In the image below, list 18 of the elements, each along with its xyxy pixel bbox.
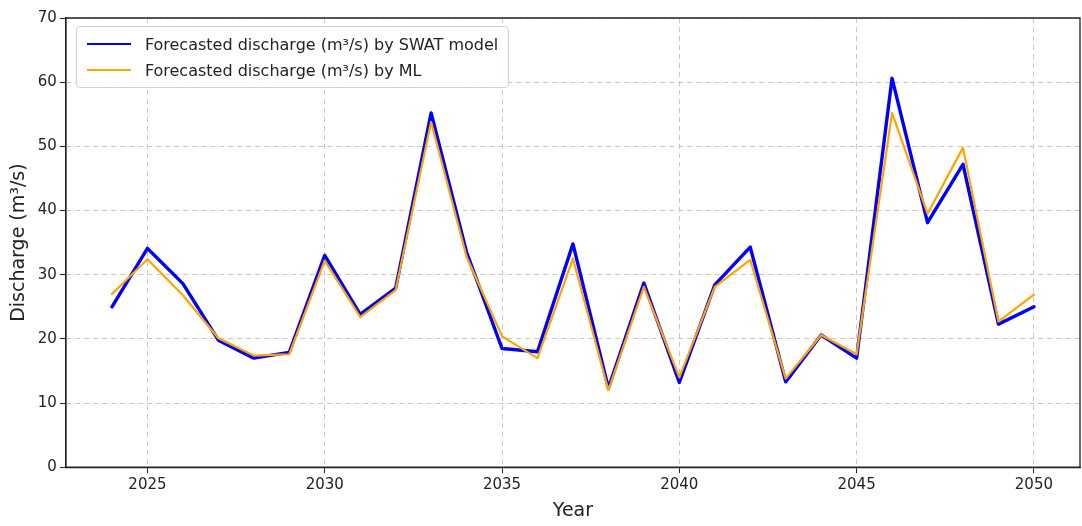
legend-label: Forecasted discharge (m³/s) by SWAT model <box>144 34 499 54</box>
x-tick-label: 2030 <box>305 475 344 494</box>
y-tick-label: 70 <box>37 7 57 26</box>
x-tick-label: 2045 <box>837 475 876 494</box>
legend-label: Forecasted discharge (m³/s) by ML <box>144 60 422 80</box>
x-axis-title: Year <box>551 497 594 520</box>
x-tick-label: 2035 <box>482 475 522 494</box>
y-tick-label: 20 <box>37 328 57 347</box>
x-tick-label: 2025 <box>128 475 167 494</box>
x-tick-label: 2040 <box>660 475 699 494</box>
y-tick-label: 40 <box>37 200 57 219</box>
y-tick-label: 0 <box>47 457 57 476</box>
y-tick-label: 50 <box>37 136 57 155</box>
y-tick-label: 60 <box>37 72 57 91</box>
y-axis-title: Discharge (m³/s) <box>6 163 29 322</box>
x-tick-label: 2050 <box>1014 475 1053 494</box>
y-tick-label: 30 <box>37 264 57 283</box>
y-tick-label: 10 <box>37 392 57 411</box>
